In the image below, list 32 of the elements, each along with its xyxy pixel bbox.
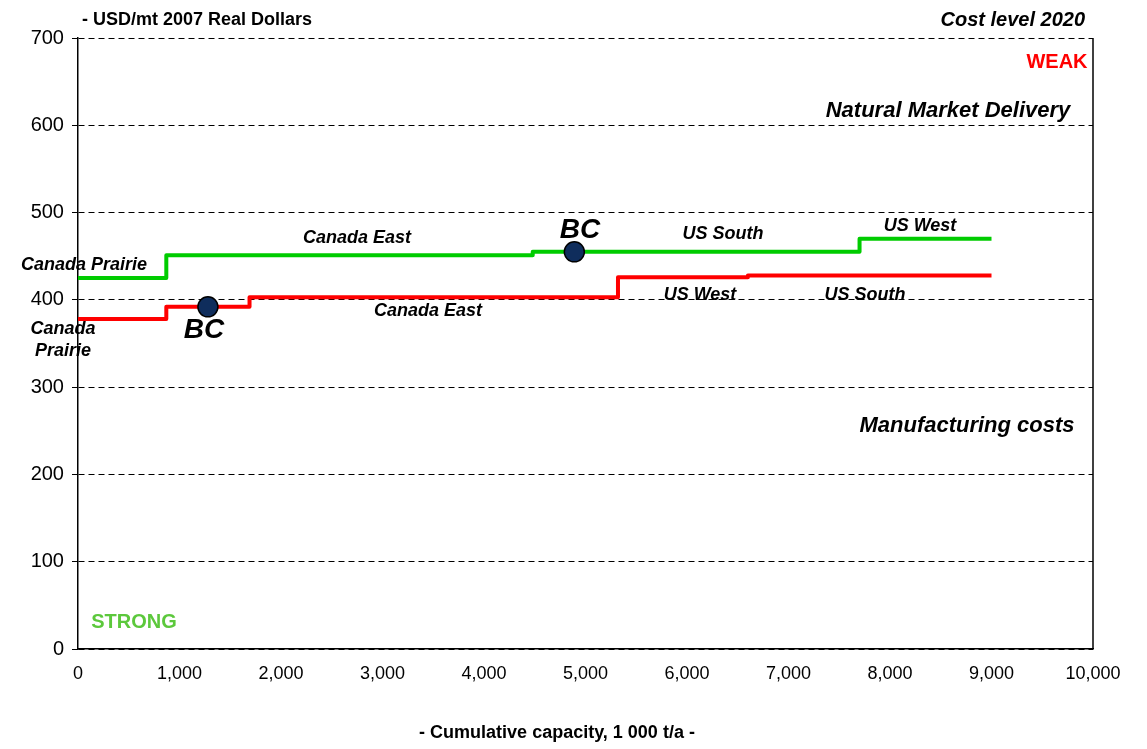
y-tick-label: 0 xyxy=(52,636,64,659)
x-tick-label: 2,000 xyxy=(258,662,304,683)
x-tick-label: 4,000 xyxy=(461,662,507,683)
y-tick-label: 300 xyxy=(30,374,64,397)
y-tick-label: 600 xyxy=(30,112,64,135)
x-tick-label: 7,000 xyxy=(765,662,812,683)
x-tick-label: 3,000 xyxy=(359,662,406,683)
annotation: BC xyxy=(559,212,601,244)
y-tick-label: 200 xyxy=(30,461,64,484)
y-tick-label: 500 xyxy=(30,200,64,223)
annotation: Canada East xyxy=(373,299,484,320)
annotation: Manufacturing costs xyxy=(859,412,1075,438)
annotation: BC xyxy=(183,312,225,344)
annotation: US South xyxy=(682,222,764,243)
x-tick-label: 6,000 xyxy=(664,662,710,683)
annotation: US West xyxy=(883,214,958,235)
x-tick-label: 1,000 xyxy=(156,662,203,683)
annotation: WEAK xyxy=(1026,49,1089,72)
x-tick-label: 9,000 xyxy=(968,662,1015,683)
annotation: STRONG xyxy=(91,609,177,632)
y-tick-label: 100 xyxy=(30,549,64,572)
y-tick-label: 700 xyxy=(30,25,64,48)
x-tick-label: 5,000 xyxy=(562,662,609,683)
y-tick-label: 400 xyxy=(30,287,64,310)
y-axis-title: - USD/mt 2007 Real Dollars xyxy=(82,8,313,29)
annotation: Natural Market Delivery xyxy=(825,97,1073,123)
x-axis-title: - Cumulative capacity, 1 000 t/a - xyxy=(419,721,695,742)
x-tick-label: 10,000 xyxy=(1065,662,1121,683)
chart-subtitle: Cost level 2020 xyxy=(940,7,1085,30)
annotation: Canada East xyxy=(302,226,413,247)
x-tick-label: 8,000 xyxy=(867,662,913,683)
x-tick-label: 0 xyxy=(72,662,84,683)
